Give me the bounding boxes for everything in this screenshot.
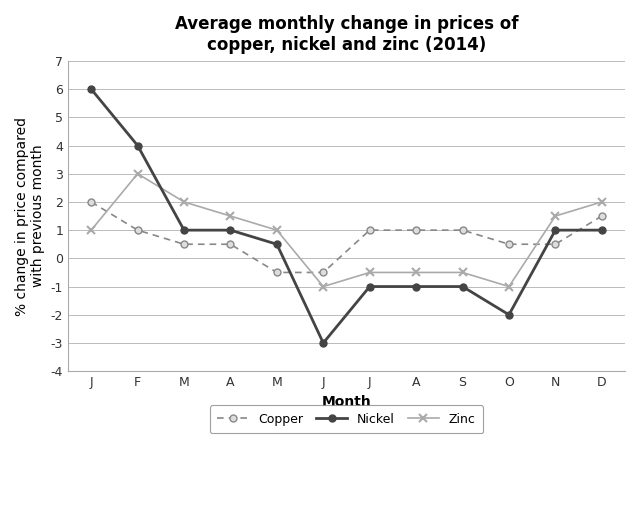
- X-axis label: Month: Month: [322, 395, 371, 409]
- Y-axis label: % change in price compared
with previous month: % change in price compared with previous…: [15, 116, 45, 316]
- Legend: Copper, Nickel, Zinc: Copper, Nickel, Zinc: [210, 405, 483, 433]
- Title: Average monthly change in prices of
copper, nickel and zinc (2014): Average monthly change in prices of copp…: [175, 15, 518, 54]
